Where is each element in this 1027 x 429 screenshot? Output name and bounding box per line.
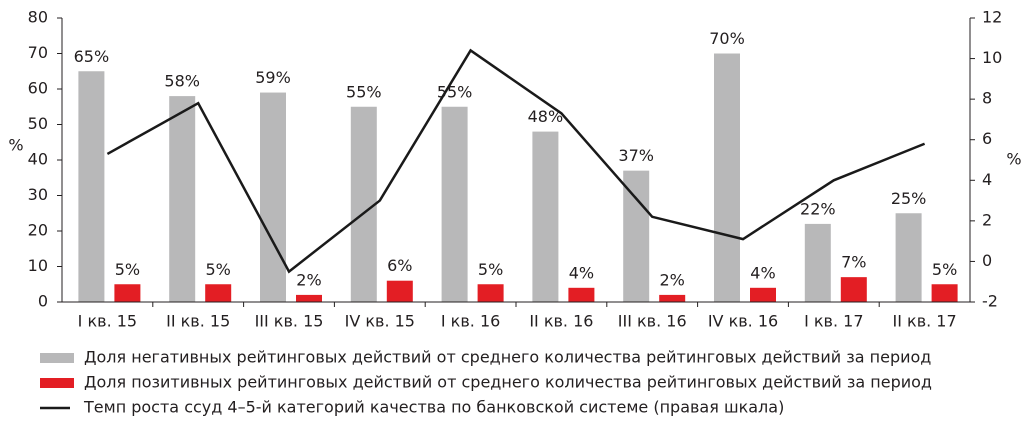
- value-label: 2%: [296, 270, 321, 289]
- y-tick-label: 30: [28, 185, 48, 204]
- value-label: 4%: [750, 263, 775, 282]
- value-label: 5%: [932, 260, 957, 279]
- y-tick-label: 70: [28, 43, 48, 62]
- value-label: 48%: [528, 107, 564, 126]
- y2-axis-label: %: [1006, 150, 1021, 169]
- value-label: 55%: [346, 82, 382, 101]
- x-tick-label: III кв. 16: [618, 312, 687, 331]
- bar: [296, 294, 322, 302]
- legend-swatch: [40, 378, 74, 388]
- value-label: 6%: [387, 256, 412, 275]
- y2-tick-label: 4: [982, 170, 992, 189]
- bar: [350, 106, 377, 302]
- y2-tick-label: 8: [982, 89, 992, 108]
- bar: [840, 277, 867, 302]
- bar: [659, 294, 686, 302]
- y2-tick-label: 0: [982, 251, 992, 270]
- value-label: 5%: [478, 260, 503, 279]
- line: [106, 48, 926, 274]
- bar: [931, 284, 958, 302]
- y-tick-label: 80: [28, 8, 48, 27]
- y-tick-label: 40: [28, 150, 48, 169]
- x-tick-label: II кв. 17: [893, 312, 957, 331]
- bar: [714, 53, 740, 302]
- bar: [386, 280, 413, 302]
- value-label: 7%: [841, 253, 866, 272]
- value-label: 70%: [709, 29, 745, 48]
- bar: [895, 213, 922, 302]
- bar: [804, 223, 831, 302]
- x-tick-label: IV кв. 15: [345, 312, 415, 331]
- legend-label: Темп роста ссуд 4–5-й категорий качества…: [83, 398, 784, 417]
- bar: [477, 284, 504, 302]
- y-axis-label: %: [8, 136, 23, 155]
- bar: [532, 131, 559, 302]
- y-tick-label: 0: [38, 292, 48, 311]
- x-tick-label: I кв. 17: [804, 312, 863, 331]
- x-tick-label: II кв. 15: [166, 312, 230, 331]
- y-tick-label: 20: [28, 221, 48, 240]
- value-label: 55%: [437, 82, 473, 101]
- bar: [260, 92, 286, 302]
- x-tick-label: I кв. 15: [78, 312, 137, 331]
- legend-swatch: [40, 353, 74, 363]
- x-tick-label: I кв. 16: [441, 312, 500, 331]
- x-tick-label: III кв. 15: [255, 312, 324, 331]
- value-label: 59%: [255, 68, 291, 87]
- y2-tick-label: -2: [982, 292, 998, 311]
- value-label: 22%: [800, 199, 836, 218]
- legend-label: Доля позитивных рейтинговых действий от …: [84, 373, 932, 392]
- legend-label: Доля негативных рейтинговых действий от …: [84, 348, 931, 367]
- value-label: 58%: [164, 72, 200, 91]
- value-label: 37%: [618, 146, 654, 165]
- y2-tick-label: 10: [982, 48, 1002, 67]
- value-label: 65%: [74, 47, 110, 66]
- x-tick-label: IV кв. 16: [708, 312, 778, 331]
- y2-tick-label: 12: [982, 8, 1002, 27]
- y2-tick-label: 6: [982, 129, 992, 148]
- y-tick-label: 10: [28, 256, 48, 275]
- bar: [169, 96, 196, 302]
- y-tick-label: 50: [28, 114, 48, 133]
- y2-tick-label: 2: [982, 210, 992, 229]
- bar: [623, 170, 650, 302]
- bar: [78, 71, 105, 302]
- bar: [441, 106, 468, 302]
- value-label: 5%: [115, 260, 140, 279]
- bar: [568, 287, 595, 302]
- bar: [205, 284, 232, 302]
- value-label: 2%: [660, 270, 685, 289]
- value-label: 4%: [569, 263, 594, 282]
- value-label: 25%: [891, 189, 927, 208]
- y-tick-label: 60: [28, 79, 48, 98]
- x-tick-label: II кв. 16: [529, 312, 593, 331]
- bar: [114, 284, 141, 302]
- value-label: 5%: [206, 260, 231, 279]
- bar: [750, 287, 776, 302]
